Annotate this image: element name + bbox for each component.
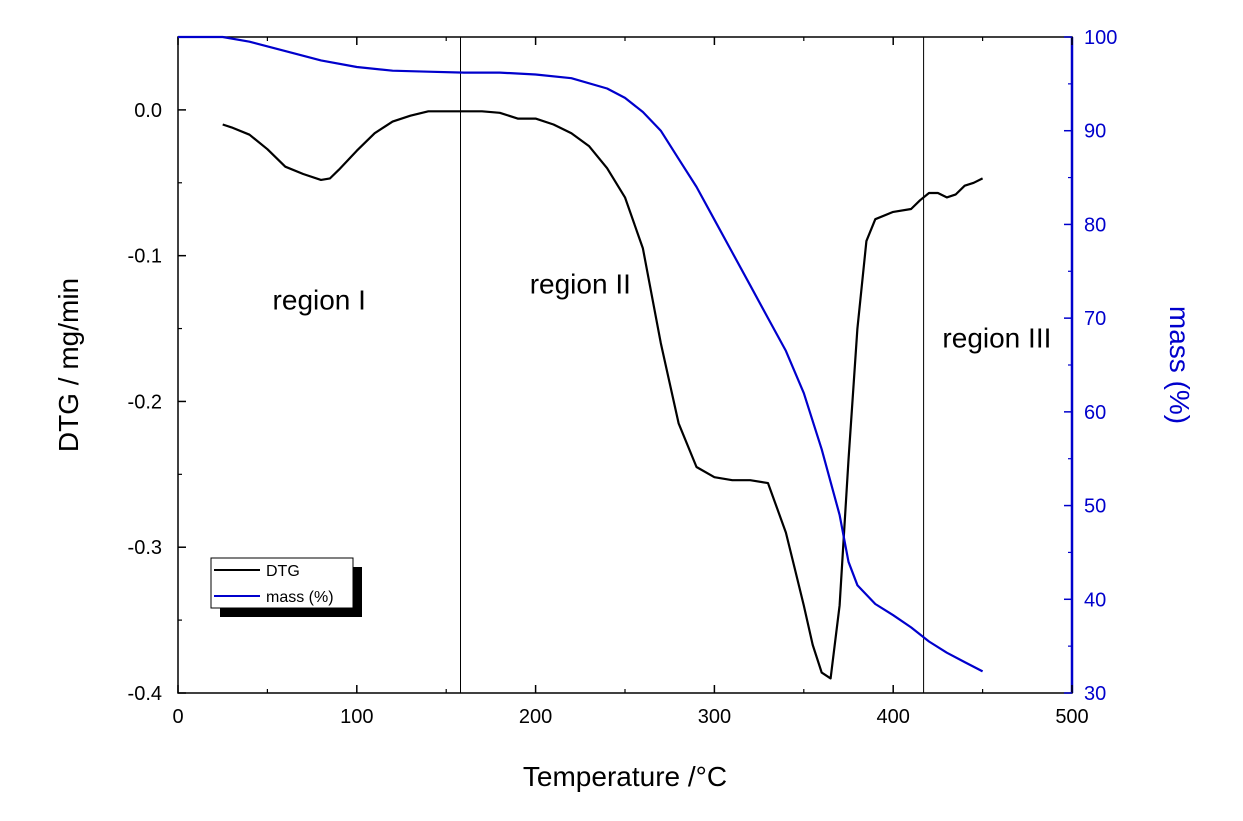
x-tick-label: 200 (519, 706, 552, 728)
x-axis-ticks: 0 100 200 300 400 500 (172, 37, 1089, 728)
region-annotations: region I region II region III (273, 269, 1052, 354)
series-line-dtg (222, 110, 984, 680)
y2-tick-label: 50 (1084, 496, 1106, 518)
region-divider-lines (460, 37, 925, 693)
x-tick-label: 100 (340, 706, 373, 728)
x-tick-label: 500 (1055, 706, 1088, 728)
legend-label-dtg: DTG (266, 563, 300, 580)
x-tick-label: 400 (877, 706, 910, 728)
y2-tick-label: 90 (1084, 121, 1106, 143)
series-line-mass (178, 35, 984, 673)
region-label-1: region I (273, 285, 366, 316)
y-tick-label: -0.3 (128, 537, 162, 559)
y2-tick-label: 80 (1084, 214, 1106, 236)
legend-label-mass: mass (%) (266, 589, 334, 606)
y2-axis-ticks: 30 40 50 60 70 80 90 100 (1064, 27, 1117, 705)
y-tick-label: 0.0 (134, 100, 162, 122)
y2-tick-label: 70 (1084, 308, 1106, 330)
y2-tick-label: 100 (1084, 27, 1117, 49)
y2-tick-label: 40 (1084, 589, 1106, 611)
y-axis-title: DTG / mg/min (53, 278, 84, 452)
y2-tick-label: 60 (1084, 402, 1106, 424)
region-label-2: region II (530, 269, 631, 300)
y2-tick-label: 30 (1084, 683, 1106, 705)
region-label-3: region III (942, 323, 1051, 354)
y-tick-label: -0.1 (128, 246, 162, 268)
y-axis-ticks: 0.0 -0.1 -0.2 -0.3 -0.4 (128, 36, 186, 705)
x-axis-title: Temperature /°C (523, 761, 727, 792)
x-tick-label: 300 (698, 706, 731, 728)
y2-axis-title: mass (%) (1164, 306, 1195, 424)
legend-box (210, 557, 354, 609)
y-tick-label: -0.2 (128, 391, 162, 413)
y-tick-label: -0.4 (128, 683, 162, 705)
series-group (178, 35, 984, 680)
x-tick-label: 0 (172, 706, 183, 728)
legend: DTG mass (%) (210, 557, 362, 617)
